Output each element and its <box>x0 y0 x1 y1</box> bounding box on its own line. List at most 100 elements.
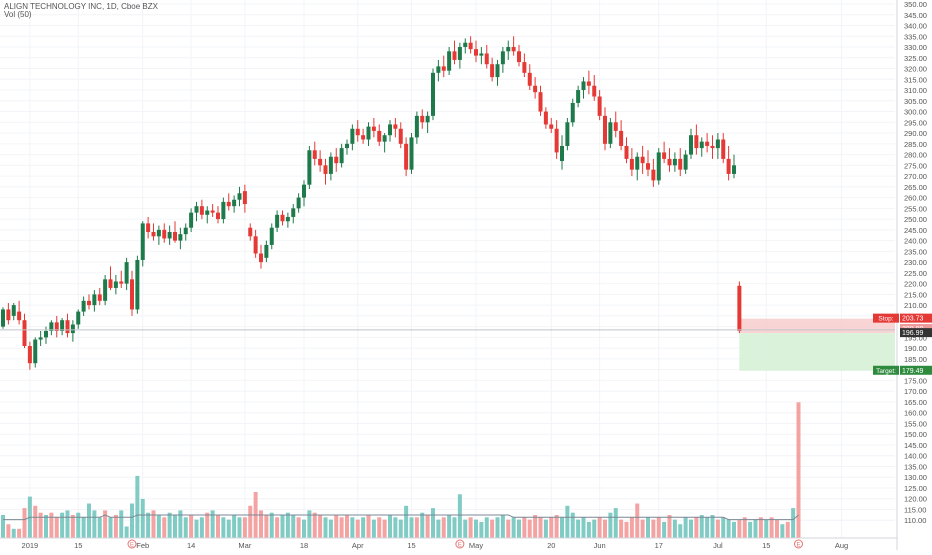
candle[interactable] <box>484 53 489 65</box>
candle[interactable] <box>49 322 54 331</box>
candle[interactable] <box>565 122 570 146</box>
candle[interactable] <box>592 85 597 97</box>
candle[interactable] <box>323 165 328 174</box>
candle[interactable] <box>361 135 366 140</box>
candle[interactable] <box>398 128 403 144</box>
candle[interactable] <box>457 47 462 60</box>
candle[interactable] <box>302 184 306 198</box>
candle[interactable] <box>146 223 151 233</box>
candle[interactable] <box>646 163 650 170</box>
candle[interactable] <box>527 72 532 86</box>
candle[interactable] <box>554 128 559 153</box>
candle[interactable] <box>65 320 70 334</box>
candle[interactable] <box>189 212 194 228</box>
candle[interactable] <box>167 232 172 239</box>
candle[interactable] <box>425 115 430 123</box>
candle[interactable] <box>586 81 591 86</box>
candle[interactable] <box>275 214 280 228</box>
candle[interactable] <box>710 145 715 149</box>
candle[interactable] <box>280 214 285 222</box>
candle[interactable] <box>178 234 183 241</box>
candle[interactable] <box>339 148 344 164</box>
candle[interactable] <box>130 279 134 310</box>
candle[interactable] <box>694 135 699 149</box>
candle[interactable] <box>296 197 301 209</box>
candle[interactable] <box>543 111 548 125</box>
candle[interactable] <box>624 145 629 159</box>
candle[interactable] <box>11 305 16 316</box>
candle[interactable] <box>474 49 478 56</box>
candle[interactable] <box>151 232 156 237</box>
candle[interactable] <box>683 154 688 170</box>
candle[interactable] <box>119 281 124 284</box>
candle[interactable] <box>345 143 349 149</box>
candle[interactable] <box>436 66 441 73</box>
candle[interactable] <box>608 122 613 144</box>
candle[interactable] <box>576 90 581 103</box>
candle[interactable] <box>27 346 32 364</box>
candle[interactable] <box>173 232 177 241</box>
candle[interactable] <box>350 128 355 144</box>
candle[interactable] <box>597 96 602 116</box>
candle[interactable] <box>216 212 220 220</box>
candle[interactable] <box>6 309 11 321</box>
candle[interactable] <box>452 51 457 60</box>
candle[interactable] <box>194 206 199 213</box>
candle[interactable] <box>640 156 645 164</box>
candle[interactable] <box>226 201 231 207</box>
candle[interactable] <box>490 64 495 78</box>
candle[interactable] <box>44 330 48 338</box>
candle[interactable] <box>38 337 43 340</box>
candle[interactable] <box>431 72 435 116</box>
candle[interactable] <box>715 139 720 149</box>
candle[interactable] <box>318 158 323 166</box>
candle[interactable] <box>603 115 607 144</box>
candle[interactable] <box>619 130 624 146</box>
earnings-marker[interactable]: E <box>455 539 465 549</box>
candle[interactable] <box>517 51 521 63</box>
candle[interactable] <box>441 66 446 71</box>
candle[interactable] <box>651 169 656 181</box>
candle[interactable] <box>732 165 736 174</box>
candle[interactable] <box>199 206 204 215</box>
candle[interactable] <box>656 152 661 181</box>
candle[interactable] <box>366 126 371 140</box>
candle[interactable] <box>312 150 317 159</box>
candle[interactable] <box>479 53 484 56</box>
candle[interactable] <box>371 126 376 131</box>
candle[interactable] <box>264 244 269 258</box>
candle[interactable] <box>538 92 543 112</box>
candle[interactable] <box>382 135 387 142</box>
candle[interactable] <box>97 294 102 301</box>
candle[interactable] <box>689 135 693 155</box>
candle[interactable] <box>581 81 586 91</box>
candle[interactable] <box>81 300 86 312</box>
candle[interactable] <box>522 62 527 73</box>
candle[interactable] <box>549 124 554 129</box>
candle[interactable] <box>355 128 360 136</box>
candle[interactable] <box>162 229 167 239</box>
candle[interactable] <box>328 156 333 174</box>
candle[interactable] <box>468 42 473 50</box>
candle[interactable] <box>103 279 108 301</box>
candle[interactable] <box>33 339 38 364</box>
candle[interactable] <box>613 122 618 131</box>
candle[interactable] <box>60 320 65 331</box>
candle[interactable] <box>533 85 538 93</box>
candle[interactable] <box>135 259 140 310</box>
candle[interactable] <box>334 156 339 164</box>
candle[interactable] <box>242 191 247 205</box>
candle[interactable] <box>495 64 500 78</box>
candle[interactable] <box>285 216 290 222</box>
candle[interactable] <box>506 47 511 52</box>
candle[interactable] <box>291 208 296 217</box>
candle[interactable] <box>183 227 188 235</box>
candle[interactable] <box>447 51 452 71</box>
candle[interactable] <box>667 158 672 166</box>
candle[interactable] <box>210 210 215 213</box>
candle[interactable] <box>726 158 731 174</box>
candle[interactable] <box>156 229 161 237</box>
